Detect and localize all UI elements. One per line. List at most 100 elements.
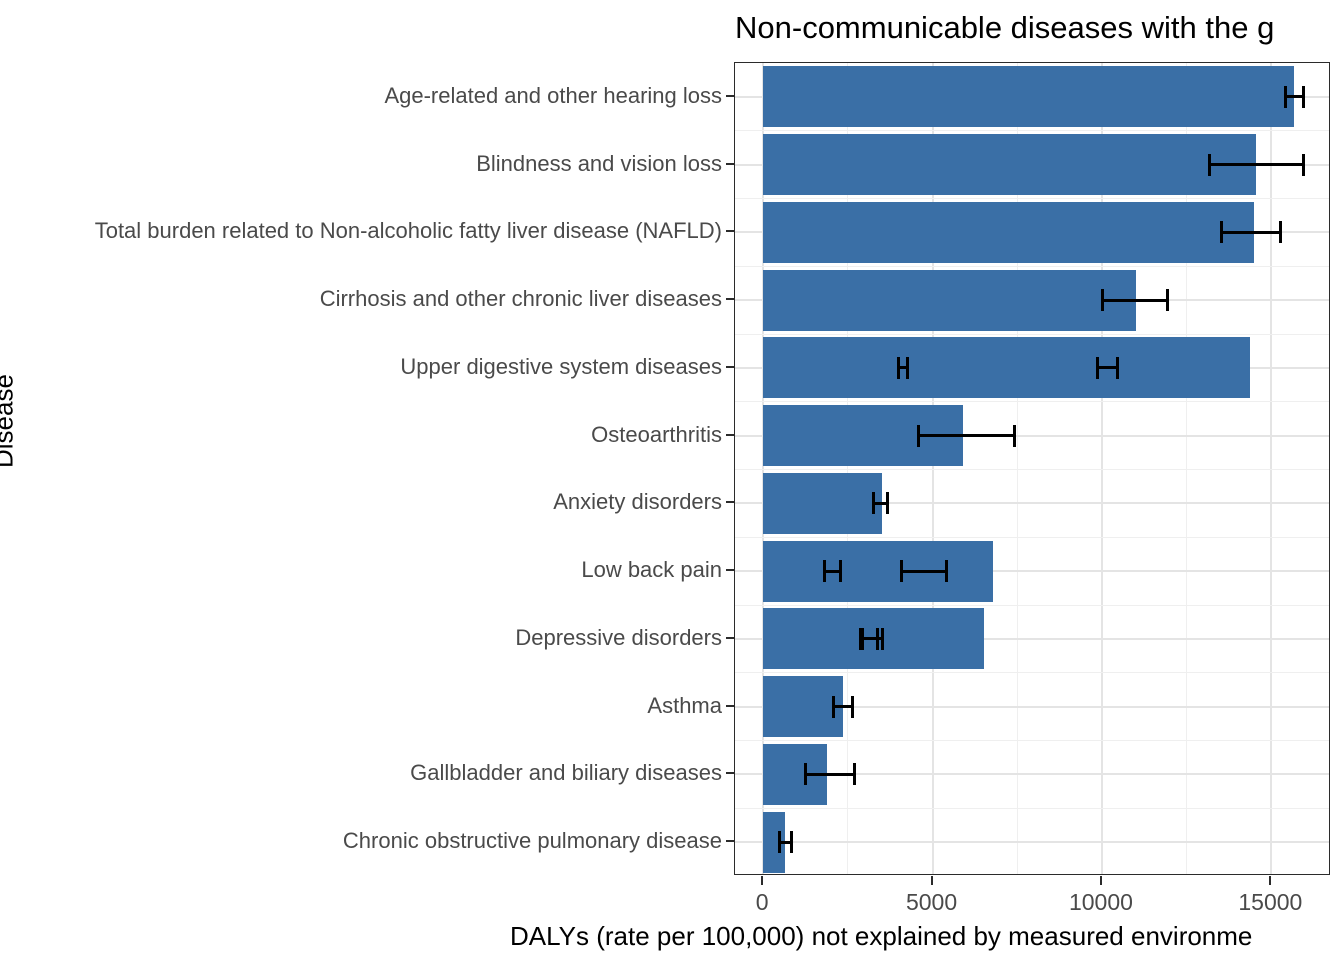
error-bar-cap xyxy=(1279,221,1283,244)
error-bar-cap xyxy=(1101,289,1105,312)
bar xyxy=(763,66,1295,128)
bar xyxy=(763,811,786,873)
y-axis-tick xyxy=(726,636,734,639)
y-minor-gridline xyxy=(735,333,1329,335)
category-label: Low back pain xyxy=(581,557,722,583)
error-bar-line xyxy=(1097,366,1118,370)
y-axis-tick xyxy=(726,772,734,775)
error-bar-cap xyxy=(896,356,900,379)
bar xyxy=(763,134,1256,196)
y-minor-gridline xyxy=(735,604,1329,606)
x-axis-tick xyxy=(1099,876,1102,885)
y-minor-gridline xyxy=(735,401,1329,403)
error-bar-cap xyxy=(1096,356,1100,379)
error-bar-line xyxy=(1285,95,1304,99)
y-axis-tick xyxy=(726,569,734,572)
x-major-gridline xyxy=(931,63,934,874)
error-bar-cap xyxy=(777,831,781,854)
error-bar-cap xyxy=(1116,356,1120,379)
x-minor-gridline xyxy=(1016,63,1018,874)
x-tick-label: 0 xyxy=(755,889,769,915)
error-bar-cap xyxy=(853,763,857,786)
error-bar-cap xyxy=(1013,424,1017,447)
y-axis-tick xyxy=(726,298,734,301)
x-axis-tick xyxy=(761,876,764,885)
y-axis-tick xyxy=(726,704,734,707)
x-minor-gridline xyxy=(1186,63,1188,874)
y-minor-gridline xyxy=(735,469,1329,470)
error-bar-cap xyxy=(1166,289,1170,312)
bar xyxy=(763,472,883,534)
category-label: Blindness and vision loss xyxy=(476,150,722,176)
y-minor-gridline xyxy=(735,807,1329,809)
y-axis-tick xyxy=(726,365,734,368)
category-label: Upper digestive system diseases xyxy=(400,353,722,379)
error-bar-line xyxy=(918,434,1015,438)
error-bar-line xyxy=(1102,298,1168,302)
error-bar-cap xyxy=(851,695,855,718)
x-tick-label: 10000 xyxy=(1068,889,1133,915)
y-axis-tick xyxy=(726,162,734,165)
y-minor-gridline xyxy=(735,536,1329,538)
category-label: Cirrhosis and other chronic liver diseas… xyxy=(319,286,722,312)
x-major-gridline xyxy=(762,63,765,874)
error-bar-cap xyxy=(1207,153,1211,176)
error-bar-cap xyxy=(944,560,948,583)
y-major-gridline xyxy=(735,841,1329,844)
category-label: Chronic obstructive pulmonary disease xyxy=(342,828,722,854)
category-label: Depressive disorders xyxy=(515,624,722,650)
error-bar-line xyxy=(862,637,883,641)
error-bar-line xyxy=(901,569,947,573)
error-bar-line xyxy=(1221,230,1281,234)
error-bar-line xyxy=(898,366,908,370)
error-bar-cap xyxy=(916,424,920,447)
error-bar-cap xyxy=(871,492,875,515)
x-minor-gridline xyxy=(847,63,849,874)
error-bar-cap xyxy=(838,560,842,583)
y-minor-gridline xyxy=(735,740,1329,741)
y-major-gridline xyxy=(735,773,1329,776)
error-bar-cap xyxy=(858,627,862,650)
x-major-gridline xyxy=(1270,63,1273,874)
error-bar-line xyxy=(805,772,855,776)
bar xyxy=(763,269,1136,331)
chart-title: Non-communicable diseases with the g xyxy=(735,10,1275,45)
category-label: Asthma xyxy=(647,692,722,718)
error-bar-cap xyxy=(789,831,793,854)
error-bar-cap xyxy=(803,763,807,786)
category-label: Gallbladder and biliary diseases xyxy=(410,760,722,786)
error-bar-cap xyxy=(1220,221,1224,244)
x-axis-title: DALYs (rate per 100,000) not explained b… xyxy=(510,921,1253,951)
y-major-gridline xyxy=(735,434,1329,437)
y-major-gridline xyxy=(735,637,1329,640)
error-bar-cap xyxy=(1284,85,1288,108)
category-label: Age-related and other hearing loss xyxy=(384,82,722,108)
error-bar-line xyxy=(833,705,853,709)
error-bar-cap xyxy=(881,627,885,650)
error-bar-cap xyxy=(831,695,835,718)
y-minor-gridline xyxy=(735,672,1329,674)
bar xyxy=(763,676,843,738)
error-bar-cap xyxy=(906,356,910,379)
y-minor-gridline xyxy=(735,265,1329,267)
error-bar-line xyxy=(824,569,841,573)
y-axis-tick xyxy=(726,501,734,504)
x-axis-tick xyxy=(1269,876,1272,885)
y-axis-tick xyxy=(726,840,734,843)
bar xyxy=(763,540,993,602)
category-label: Total burden related to Non-alcoholic fa… xyxy=(94,218,722,244)
error-bar-line xyxy=(1209,163,1304,167)
plot-panel xyxy=(734,62,1330,875)
y-axis-tick xyxy=(726,433,734,436)
bar xyxy=(763,201,1255,263)
x-tick-label: 15000 xyxy=(1238,889,1303,915)
y-axis-tick xyxy=(726,94,734,97)
error-bar-cap xyxy=(885,492,889,515)
error-bar-cap xyxy=(822,560,826,583)
x-major-gridline xyxy=(1100,63,1103,874)
error-bar-cap xyxy=(1302,85,1306,108)
y-major-gridline xyxy=(735,502,1329,505)
category-label: Osteoarthritis xyxy=(591,421,722,447)
y-minor-gridline xyxy=(735,198,1329,199)
